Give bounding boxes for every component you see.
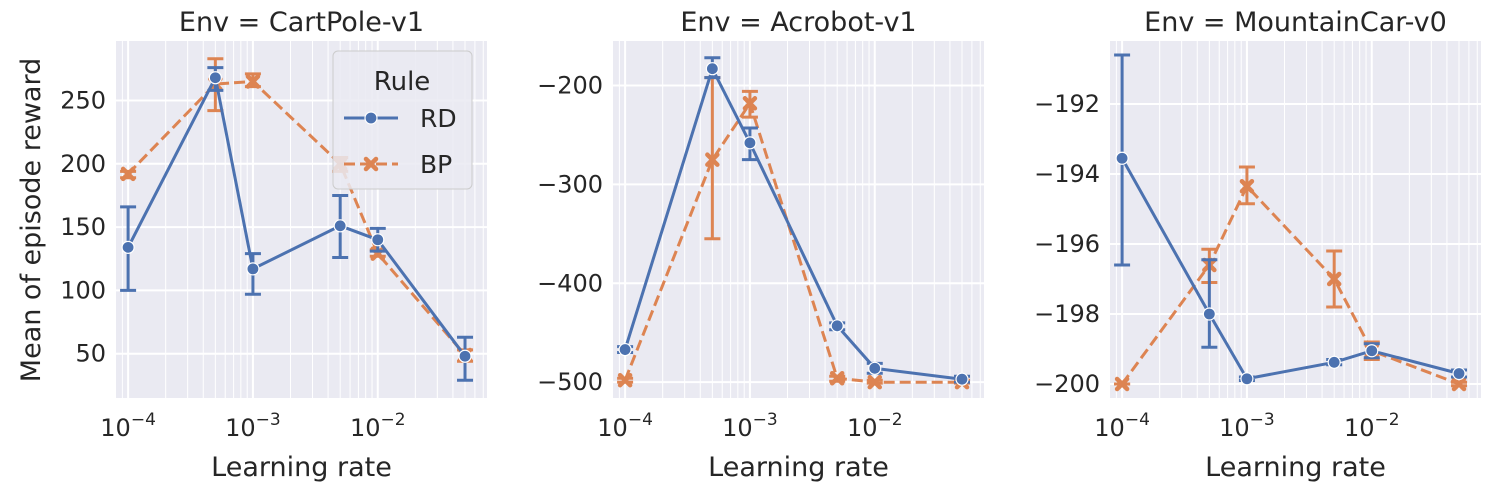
data-point: [705, 62, 719, 76]
x-tick-label: 10−3: [225, 410, 281, 442]
series-line: [1120, 157, 1460, 381]
panel-3: Env = MountainCar-v0 Learning rate 10−4 10−…: [1034, 7, 1481, 483]
data-point: [1115, 151, 1129, 165]
series-rd: [120, 66, 474, 382]
x-tick-label: 10−3: [1219, 410, 1275, 442]
x-axis-label: Learning rate: [1205, 452, 1386, 483]
plot-background: [1110, 41, 1481, 398]
data-point: [1365, 344, 1379, 358]
x-tick-label: 10−2: [350, 410, 406, 442]
data-point: [1240, 372, 1254, 386]
x-tick-label: 10−2: [847, 410, 903, 442]
data-point: [829, 370, 845, 386]
plot-background: [613, 41, 984, 398]
data-point: [458, 349, 472, 363]
data-point: [618, 342, 632, 357]
series-line: [1120, 183, 1460, 386]
data-point: [955, 372, 969, 386]
data-point: [371, 233, 385, 247]
y-tick-label: −200: [537, 72, 603, 100]
data-point: [617, 372, 633, 388]
panel-title: Env = Acrobot-v1: [680, 7, 916, 38]
legend-label: RD: [420, 104, 457, 133]
y-tick-label: 250: [60, 87, 106, 115]
data-point: [868, 361, 882, 375]
data-point: [1326, 271, 1342, 287]
x-tick-label: 10−3: [722, 410, 778, 442]
x-axis-label: Learning rate: [211, 452, 392, 483]
series-rd: [617, 56, 971, 386]
y-tick-label: −400: [537, 269, 603, 297]
data-point: [1239, 179, 1255, 194]
y-tick-label: 50: [75, 340, 106, 368]
legend-entry-bp: BP: [344, 150, 452, 179]
legend-box: [332, 50, 473, 190]
panel-title: Env = MountainCar-v0: [1144, 7, 1447, 38]
data-point: [743, 136, 757, 150]
series-line: [623, 64, 963, 381]
y-tick-label: −196: [1034, 230, 1100, 258]
legend-title: Rule: [374, 67, 431, 97]
x-tick-label: 10−2: [1344, 410, 1400, 442]
x-tick-label: 10−4: [597, 410, 653, 442]
data-point: [246, 262, 260, 276]
data-point: [830, 319, 844, 333]
panel-title: Env = CartPole-v1: [179, 7, 424, 38]
data-point: [705, 152, 720, 167]
series-line: [126, 73, 467, 358]
y-gridlines: [613, 84, 984, 384]
y-tick-label: 100: [60, 276, 106, 304]
series-bp: [1114, 165, 1468, 392]
y-tick-label: 200: [60, 150, 106, 178]
x-axis-label: Learning rate: [708, 452, 889, 483]
data-point: [208, 71, 222, 85]
minor-gridlines: [1115, 41, 1478, 398]
y-tick-label: −194: [1034, 160, 1100, 188]
legend-entry-rd: RD: [344, 104, 457, 133]
data-point: [1327, 355, 1341, 369]
series-line: [127, 79, 467, 356]
data-point: [245, 74, 261, 89]
y-tick-label: −300: [537, 170, 603, 198]
panel-2: Env = Acrobot-v1 Learning rate 10−4 10−3 10−…: [537, 7, 984, 483]
y-tick-label: −500: [537, 368, 603, 396]
series-line: [623, 99, 962, 384]
data-point: [121, 240, 135, 254]
data-point: [333, 219, 347, 233]
series-rd: [1114, 53, 1468, 386]
y-tick-label: −200: [1034, 370, 1100, 398]
data-point: [1451, 376, 1467, 392]
data-point: [867, 374, 883, 390]
error-bar: [1201, 258, 1218, 349]
x-tick-label: 10−4: [100, 410, 156, 442]
data-point: [120, 166, 136, 182]
data-point: [1452, 366, 1466, 381]
legend-label: BP: [420, 150, 452, 179]
y-tick-label: −192: [1034, 90, 1100, 118]
x-tick-label: 10−4: [1094, 410, 1150, 442]
legend: Rule RD BP: [332, 50, 473, 190]
y-tick-label: −198: [1034, 300, 1100, 328]
data-point: [1114, 376, 1130, 392]
y-tick-label: 150: [60, 213, 106, 241]
data-point: [742, 96, 758, 111]
y-axis-label: Mean of episode reward: [16, 58, 47, 382]
data-point: [1202, 307, 1216, 321]
